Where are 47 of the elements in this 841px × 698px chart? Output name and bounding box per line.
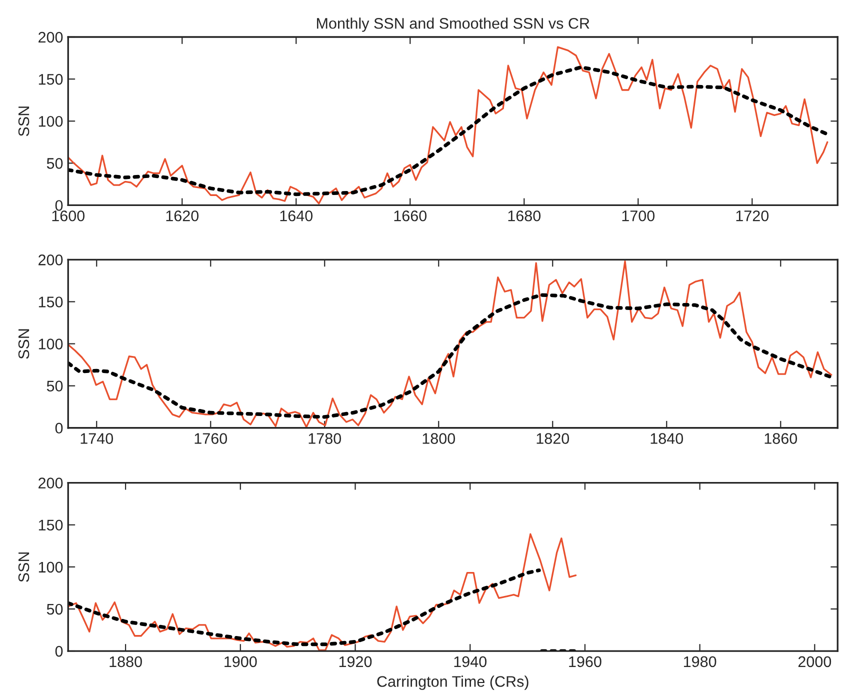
line-series [68,260,832,428]
x-tick-label: 1800 [422,433,456,444]
line-series [68,568,541,646]
y-tick-label: 0 [55,422,63,434]
x-tick-label: 1820 [536,433,570,444]
y-tick-label: 150 [38,296,63,308]
line-series [68,533,577,652]
x-tick-label: 1680 [508,210,541,222]
y-axis-title: SSN [18,552,30,582]
x-tick-label: 1720 [736,210,769,222]
x-tick-label: 1600 [52,210,85,222]
x-tick-label: 1940 [454,656,487,668]
y-tick-label: 150 [38,74,63,85]
x-tick-label: 1620 [166,210,199,222]
line-series [68,65,828,196]
y-tick-label: 200 [38,478,63,488]
x-tick-label: 1860 [764,433,798,444]
y-tick-label: 200 [38,32,63,43]
y-tick-label: 100 [38,338,63,350]
line-series [68,293,834,419]
y-tick-label: 150 [38,520,63,531]
x-tick-label: 1980 [684,656,716,668]
x-tick-label: 2000 [798,656,832,668]
y-axis-title: SSN [18,329,30,359]
x-tick-label: 1880 [110,656,142,668]
y-tick-label: 50 [46,604,63,615]
y-tick-label: 50 [46,158,63,169]
chart-title: Monthly SSN and Smoothed SSN vs CR [317,18,590,32]
y-tick-label: 50 [46,380,63,392]
x-tick-label: 1660 [394,210,427,222]
x-tick-label: 1640 [280,210,313,222]
y-tick-label: 0 [55,200,63,211]
x-tick-label: 1760 [194,433,228,444]
x-tick-label: 1780 [308,433,342,444]
y-tick-label: 100 [38,116,63,127]
x-tick-label: 1900 [224,656,257,668]
y-tick-label: 0 [55,646,63,657]
line-series [68,46,828,204]
x-tick-label: 1700 [622,210,655,222]
x-tick-label: 1960 [569,656,602,668]
y-tick-label: 100 [38,562,63,573]
y-axis-title: SSN [18,106,30,136]
x-tick-label: 1920 [339,656,372,668]
y-tick-label: 200 [38,254,63,266]
x-axis-title: Carrington Time (CRs) [377,676,528,690]
x-tick-label: 1740 [80,433,114,444]
x-tick-label: 1840 [650,433,684,444]
